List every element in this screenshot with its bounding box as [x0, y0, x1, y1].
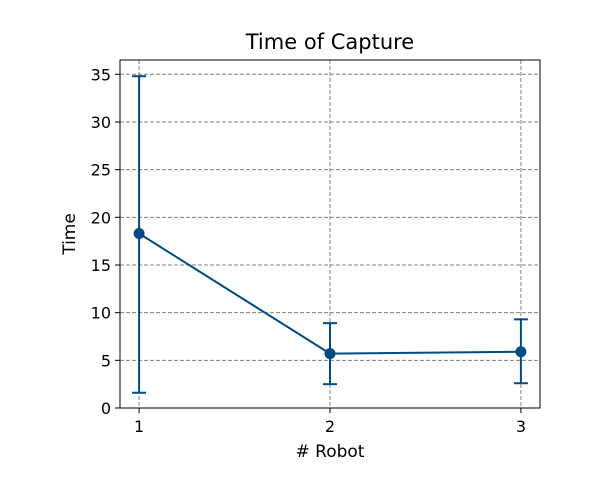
- y-tick-label: 30: [91, 113, 111, 132]
- x-tick-label: 1: [134, 417, 144, 436]
- y-axis-label: Time: [60, 213, 80, 256]
- grid-lines: [120, 60, 540, 408]
- x-axis-ticks: 1 2 3: [134, 408, 526, 436]
- data-point: [133, 228, 145, 240]
- data-series: [132, 75, 528, 394]
- x-tick-label: 3: [516, 417, 526, 436]
- y-tick-label: 35: [91, 65, 111, 84]
- x-tick-label: 2: [325, 417, 335, 436]
- y-tick-label: 10: [91, 304, 111, 323]
- data-point: [324, 348, 336, 360]
- y-tick-label: 0: [101, 399, 111, 418]
- y-axis-ticks: 0 5 10 15 20 25 30 35: [91, 65, 120, 418]
- x-axis-label: # Robot: [296, 442, 365, 462]
- y-tick-label: 5: [101, 351, 111, 370]
- y-tick-label: 15: [91, 256, 111, 275]
- y-tick-label: 25: [91, 161, 111, 180]
- data-point: [515, 346, 527, 358]
- chart-title: Time of Capture: [245, 30, 414, 54]
- y-tick-label: 20: [91, 208, 111, 227]
